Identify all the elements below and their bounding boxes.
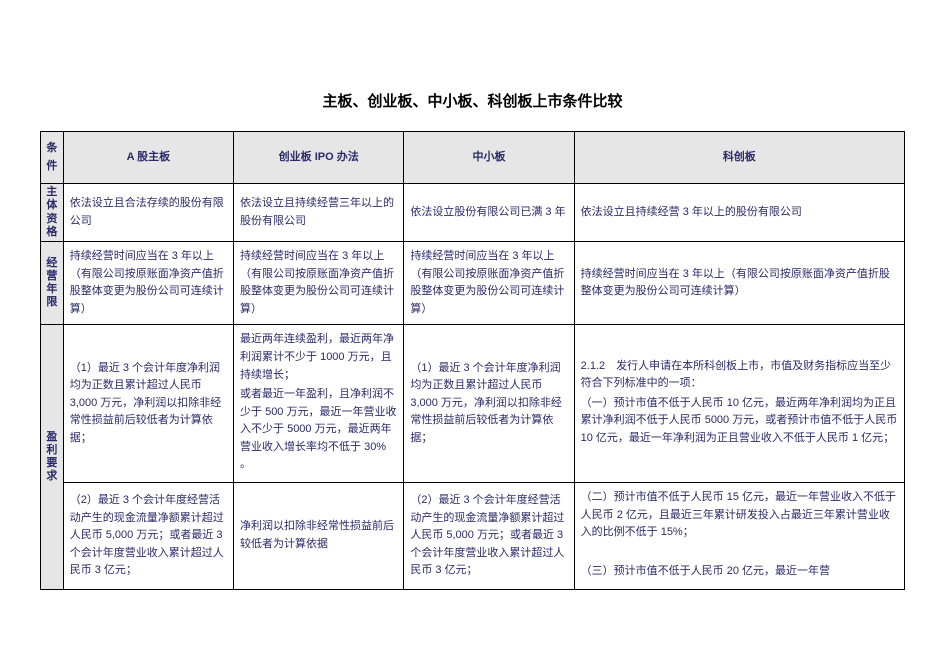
header-star: 科创板 xyxy=(574,132,904,184)
table-row-subject: 主 体 资 格 依法设立且合法存续的股份有限公司 依法设立且持续经营三年以上的股… xyxy=(41,184,905,242)
table-row-profit-2: （2）最近 3 个会计年度经营活动产生的现金流量净额累计超过人民币 5,000 … xyxy=(41,483,905,590)
header-sme: 中小板 xyxy=(404,132,574,184)
page-title: 主板、创业板、中小板、科创板上市条件比较 xyxy=(40,90,905,111)
cell-subject-c: 依法设立股份有限公司已满 3 年 xyxy=(404,184,574,242)
cell-profit-d1: 2.1.2 发行人申请在本所科创板上市，市值及财务指标应当至少符合下列标准中的一… xyxy=(574,325,904,483)
header-condition: 条 件 xyxy=(41,132,64,184)
profit-b1-p2: 或者最近一年盈利，且净利润不少于 500 万元，最近一年营业收入不少于 5000… xyxy=(240,386,397,474)
cell-operation-a: 持续经营时间应当在 3 年以上（有限公司按原账面净资产值折股整体变更为股份公司可… xyxy=(63,241,233,324)
cell-operation-d: 持续经营时间应当在 3 年以上（有限公司按原账面净资产值折股整体变更为股份公司可… xyxy=(574,241,904,324)
cell-profit-a1: （1）最近 3 个会计年度净利润均为正数且累计超过人民币 3,000 万元，净利… xyxy=(63,325,233,483)
row-label-profit: 盈 利 要 求 xyxy=(41,325,64,590)
row-label-subject: 主 体 资 格 xyxy=(41,184,64,242)
cell-subject-d: 依法设立且持续经营 3 年以上的股份有限公司 xyxy=(574,184,904,242)
row-label-operation: 经 营 年 限 xyxy=(41,241,64,324)
cell-operation-c: 持续经营时间应当在 3 年以上（有限公司按原账面净资产值折股整体变更为股份公司可… xyxy=(404,241,574,324)
cell-subject-b: 依法设立且持续经营三年以上的股份有限公司 xyxy=(234,184,404,242)
table-header-row: 条 件 A 股主板 创业板 IPO 办法 中小板 科创板 xyxy=(41,132,905,184)
cell-profit-c1: （1）最近 3 个会计年度净利润均为正数且累计超过人民币 3,000 万元，净利… xyxy=(404,325,574,483)
profit-d1-p2: （一）预计市值不低于人民币 10 亿元，最近两年净利润均为正且累计净利润不低于人… xyxy=(581,395,898,448)
profit-d2-p1: （二）预计市值不低于人民币 15 亿元，最近一年营业收入不低于人民币 2 亿元，… xyxy=(581,489,898,542)
comparison-table: 条 件 A 股主板 创业板 IPO 办法 中小板 科创板 主 体 资 格 依法设… xyxy=(40,131,905,590)
cell-operation-b: 持续经营时间应当在 3 年以上（有限公司按原账面净资产值折股整体变更为股份公司可… xyxy=(234,241,404,324)
cell-profit-b1: 最近两年连续盈利，最近两年净利润累计不少于 1000 万元，且持续增长； 或者最… xyxy=(234,325,404,483)
table-row-profit-1: 盈 利 要 求 （1）最近 3 个会计年度净利润均为正数且累计超过人民币 3,0… xyxy=(41,325,905,483)
header-main-board: A 股主板 xyxy=(63,132,233,184)
profit-b1-p1: 最近两年连续盈利，最近两年净利润累计不少于 1000 万元，且持续增长； xyxy=(240,331,397,384)
cell-profit-c2: （2）最近 3 个会计年度经营活动产生的现金流量净额累计超过人民币 5,000 … xyxy=(404,483,574,590)
cell-profit-d2: （二）预计市值不低于人民币 15 亿元，最近一年营业收入不低于人民币 2 亿元，… xyxy=(574,483,904,590)
profit-d1-p1: 2.1.2 发行人申请在本所科创板上市，市值及财务指标应当至少符合下列标准中的一… xyxy=(581,358,898,393)
cell-subject-a: 依法设立且合法存续的股份有限公司 xyxy=(63,184,233,242)
header-chinext: 创业板 IPO 办法 xyxy=(234,132,404,184)
table-row-operation: 经 营 年 限 持续经营时间应当在 3 年以上（有限公司按原账面净资产值折股整体… xyxy=(41,241,905,324)
profit-d2-p2: （三）预计市值不低于人民币 20 亿元，最近一年营 xyxy=(581,563,898,581)
cell-profit-a2: （2）最近 3 个会计年度经营活动产生的现金流量净额累计超过人民币 5,000 … xyxy=(63,483,233,590)
cell-profit-b2: 净利润以扣除非经常性损益前后较低者为计算依据 xyxy=(234,483,404,590)
